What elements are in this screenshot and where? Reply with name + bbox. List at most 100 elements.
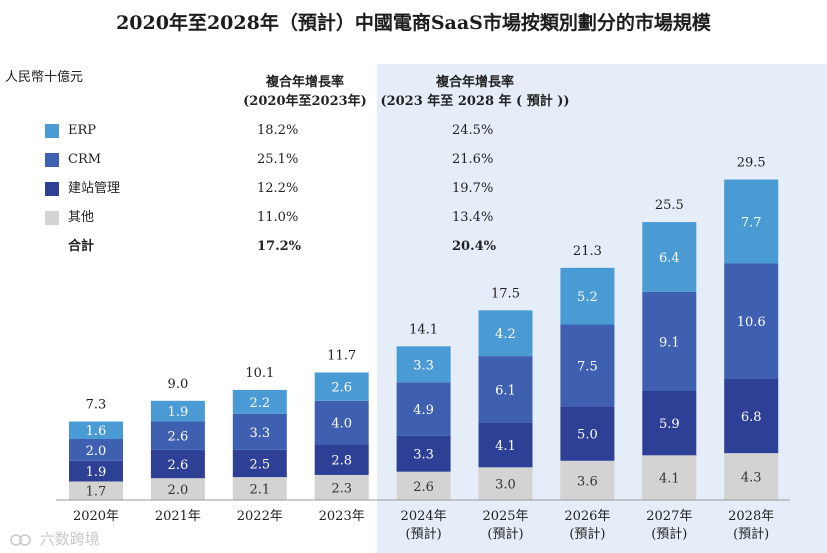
bar-value-label: 2.3 xyxy=(331,481,352,496)
cagr-header-forecast-line2: (2023 年至 2028 年 ( 預計 )) xyxy=(380,94,570,109)
bar-segment xyxy=(396,382,451,436)
chart-title: 2020年至2028年（預計）中國電商SaaS市場按類別劃分的市場規模 xyxy=(116,12,711,34)
bar-value-label: 3.3 xyxy=(413,358,434,373)
bar-value-label: 7.5 xyxy=(577,359,598,374)
bar-value-label: 1.9 xyxy=(86,465,107,480)
bar-total-label: 25.5 xyxy=(655,198,684,213)
bar-segment xyxy=(478,422,533,468)
watermark-text: 六数跨境 xyxy=(39,530,100,548)
bar-value-label: 2.6 xyxy=(331,381,352,396)
bar-segment xyxy=(69,481,123,500)
bar-value-label: 6.1 xyxy=(495,383,516,398)
bar-total-label: 29.5 xyxy=(737,156,766,171)
bar-value-label: 7.7 xyxy=(741,216,762,231)
bar-segment xyxy=(724,179,779,264)
cagr-forecast-erp: 24.5% xyxy=(452,123,494,138)
bar-segment xyxy=(642,222,697,292)
bar-segment xyxy=(232,477,287,500)
bar-value-label: 5.0 xyxy=(577,428,598,443)
cagr-header-forecast-line1: 複合年增長率 xyxy=(435,75,514,90)
cagr-header-historical-line2: (2020年至2023年) xyxy=(243,94,367,109)
bar-value-label: 3.3 xyxy=(413,448,434,463)
bar-segment xyxy=(478,356,533,423)
bar-segment xyxy=(314,400,369,445)
bar-total-label: 21.3 xyxy=(573,244,602,259)
bar-value-label: 5.2 xyxy=(577,290,598,305)
bar-segment xyxy=(642,291,697,391)
bar-segment xyxy=(560,460,615,500)
cagr-historical-total: 17.2% xyxy=(257,239,302,254)
bar-segment xyxy=(314,444,369,475)
bar-segment xyxy=(396,346,451,383)
cagr-historical-crm: 25.1% xyxy=(257,152,299,167)
cagr-forecast-total: 20.4% xyxy=(452,239,497,254)
legend-swatch-crm xyxy=(45,153,59,167)
bar-value-label: 2.6 xyxy=(168,458,189,473)
x-axis-tick-label: 2022年 xyxy=(236,509,283,524)
bar-total-label: 17.5 xyxy=(491,286,520,301)
bar-value-label: 2.6 xyxy=(413,480,434,495)
bar-segment xyxy=(150,449,205,479)
bar-value-label: 4.9 xyxy=(413,403,434,418)
x-axis-tick-label: 2026年 (預計) xyxy=(564,509,611,542)
legend-item-erp: ERP 18.2% 24.5% xyxy=(45,122,585,140)
bar-segment xyxy=(396,435,451,472)
bar-segment xyxy=(724,379,779,454)
bar-value-label: 2.0 xyxy=(168,483,189,498)
bar-value-label: 1.7 xyxy=(86,485,107,500)
legend-label-site-management: 建站管理 xyxy=(68,181,121,196)
bar-segment xyxy=(150,421,205,450)
legend-swatch-erp xyxy=(45,124,59,138)
bar-value-label: 2.5 xyxy=(249,457,270,472)
x-axis-tick-label: 2023年 xyxy=(318,509,365,524)
watermark-logo-icon xyxy=(10,533,31,546)
bar-total-label: 9.0 xyxy=(168,377,189,392)
bar-total-label: 11.7 xyxy=(327,348,356,363)
bar-segment xyxy=(642,391,697,456)
bar-segment xyxy=(314,474,369,500)
bar-value-label: 3.3 xyxy=(249,426,270,441)
bar-segment xyxy=(69,421,123,439)
legend-item-site-management: 建站管理 12.2% 19.7% xyxy=(45,180,585,198)
cagr-header-forecast: 複合年增長率 (2023 年至 2028 年 ( 預計 )) xyxy=(375,73,575,111)
bar-segment xyxy=(396,471,451,500)
watermark: 六数跨境 xyxy=(10,528,100,549)
cagr-historical-site-management: 12.2% xyxy=(257,181,299,196)
bar-value-label: 4.0 xyxy=(331,417,352,432)
legend-item-total: 合計 17.2% 20.4% xyxy=(45,238,585,256)
cagr-forecast-crm: 21.6% xyxy=(452,152,494,167)
bar-segment xyxy=(150,478,205,500)
bar-total-label: 7.3 xyxy=(86,398,107,413)
bar-value-label: 9.1 xyxy=(659,335,680,350)
bar-segment xyxy=(560,324,615,407)
legend-item-others: 其他 11.0% 13.4% xyxy=(45,209,585,227)
bar-total-label: 10.1 xyxy=(245,366,274,381)
unit-label: 人民幣十億元 xyxy=(5,70,84,85)
legend-label-erp: ERP xyxy=(68,123,97,138)
bar-value-label: 3.6 xyxy=(577,474,598,489)
cagr-header-historical-line1: 複合年增長率 xyxy=(265,75,344,90)
bar-segment xyxy=(478,310,533,357)
bar-value-label: 5.9 xyxy=(659,417,680,432)
x-axis-tick-label: 2027年 (預計) xyxy=(646,509,693,542)
bar-value-label: 1.6 xyxy=(86,424,107,439)
x-axis-tick-label: 2025年 (預計) xyxy=(482,509,529,542)
bar-segment xyxy=(232,389,287,414)
bar-value-label: 2.2 xyxy=(249,396,270,411)
bar-value-label: 3.0 xyxy=(495,478,516,493)
bar-value-label: 2.1 xyxy=(249,483,270,498)
legend-swatch-others xyxy=(45,211,59,225)
bar-segment xyxy=(560,406,615,461)
x-axis-tick-label: 2021年 xyxy=(154,509,201,524)
legend-swatch-site-management xyxy=(45,182,59,196)
bar-value-label: 2.0 xyxy=(86,444,107,459)
bar-value-label: 10.6 xyxy=(737,315,766,330)
legend-label-others: 其他 xyxy=(68,210,95,225)
bar-total-label: 14.1 xyxy=(409,322,438,337)
cagr-forecast-others: 13.4% xyxy=(452,210,494,225)
bar-value-label: 6.8 xyxy=(741,410,762,425)
bar-segment xyxy=(232,449,287,478)
bar-value-label: 4.2 xyxy=(495,327,516,342)
x-axis-tick-label: 2024年 (預計) xyxy=(400,509,447,542)
bar-segment xyxy=(314,372,369,401)
